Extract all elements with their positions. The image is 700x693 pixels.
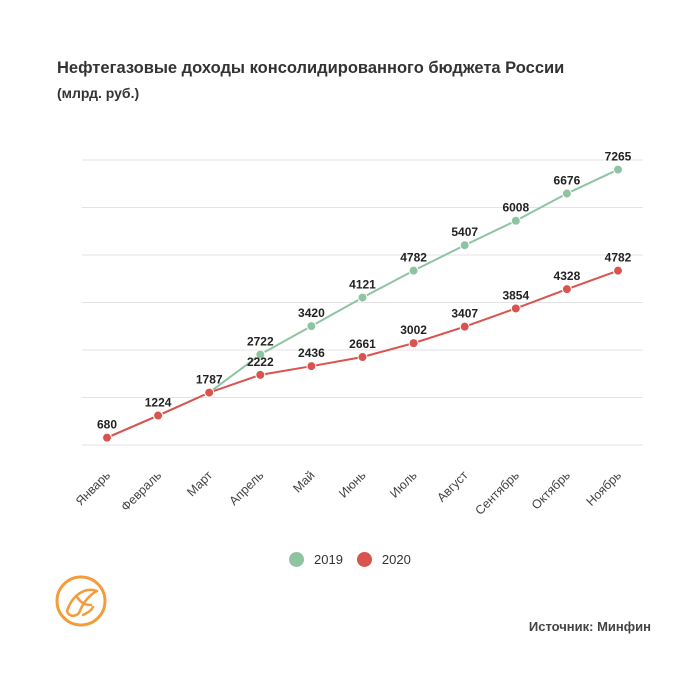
legend-item-2020[interactable]: 2020 — [356, 552, 411, 567]
data-point-2019 — [510, 215, 521, 226]
data-label-2019: 4121 — [349, 278, 376, 292]
chart-subtitle: (млрд. руб.) — [57, 85, 140, 101]
data-label-2020: 1787 — [196, 373, 223, 387]
chart-title: Нефтегазовые доходы консолидированного б… — [57, 59, 565, 77]
data-label-2020: 2436 — [298, 346, 325, 360]
data-label-2020: 3854 — [502, 288, 529, 302]
data-point-2020 — [306, 361, 317, 372]
x-tick-label: Июль — [387, 468, 419, 500]
source-note: Источник: Минфин — [528, 619, 651, 634]
x-tick-label: Май — [290, 468, 317, 495]
data-point-2019 — [306, 321, 317, 332]
legend-marker-2019 — [289, 552, 304, 567]
data-label-2019: 3420 — [298, 306, 325, 320]
data-label-2019: 7265 — [605, 150, 632, 164]
data-point-2020 — [357, 352, 368, 363]
data-label-2019: 2722 — [247, 335, 274, 349]
data-label-2019: 6008 — [502, 201, 529, 215]
publisher-logo — [55, 575, 107, 627]
x-tick-label: Август — [434, 468, 471, 505]
data-point-2020 — [510, 303, 521, 314]
legend-item-2019[interactable]: 2019 — [289, 552, 343, 567]
data-label-2020: 1224 — [145, 396, 172, 410]
line-chart: Январь Февраль Март Апрель Май Июнь Июль Август… — [73, 150, 643, 518]
data-label-2020: 4782 — [605, 251, 632, 265]
x-tick-label: Июнь — [336, 468, 368, 500]
data-point-2020 — [613, 265, 623, 276]
data-point-2020 — [561, 284, 572, 295]
data-point-2020 — [255, 369, 266, 380]
data-point-2019 — [357, 292, 368, 303]
data-point-2019 — [459, 240, 470, 251]
x-tick-label: Февраль — [118, 468, 164, 514]
data-point-2019 — [408, 265, 419, 276]
legend-label-2019: 2019 — [314, 552, 343, 567]
data-point-2019 — [613, 164, 623, 175]
data-label-2020: 2222 — [247, 355, 274, 369]
chart-legend: 2019 2020 — [289, 552, 425, 567]
data-label-2020: 2661 — [349, 337, 376, 351]
data-label-2020: 3002 — [400, 323, 427, 337]
x-tick-label: Ноябрь — [584, 468, 625, 509]
data-label-2019: 6676 — [554, 174, 581, 188]
x-tick-label: Сентябрь — [472, 468, 521, 517]
data-point-2019 — [561, 188, 572, 199]
data-label-2020: 680 — [97, 418, 117, 432]
data-point-2020 — [204, 387, 215, 398]
data-point-2019 — [255, 349, 266, 360]
data-point-2020 — [153, 410, 164, 421]
data-point-2020 — [459, 321, 470, 332]
legend-label-2020: 2020 — [381, 552, 411, 567]
data-point-2020 — [102, 432, 112, 443]
x-tick-label: Апрель — [227, 468, 267, 508]
data-label-2020: 3407 — [451, 307, 478, 321]
data-label-2020: 4328 — [554, 269, 581, 283]
x-tick-label: Март — [184, 468, 215, 499]
legend-marker-2020 — [356, 552, 372, 567]
data-label-2019: 5407 — [451, 225, 478, 239]
x-tick-label: Январь — [73, 468, 113, 508]
x-tick-label: Октябрь — [529, 468, 573, 512]
data-label-2019: 4782 — [400, 251, 427, 265]
data-point-2020 — [408, 338, 419, 349]
